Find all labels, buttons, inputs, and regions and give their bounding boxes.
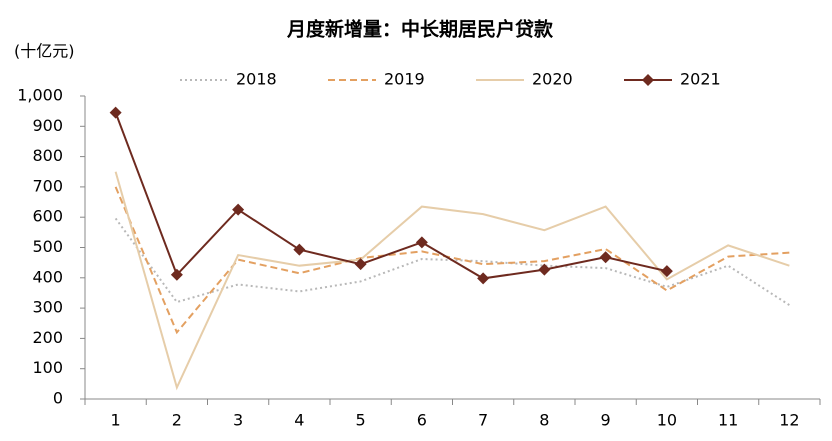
legend-label: 2021	[680, 70, 721, 89]
y-tick-label: 200	[32, 328, 63, 347]
y-tick-label: 800	[32, 146, 63, 165]
y-tick-label: 100	[32, 358, 63, 377]
y-tick-label: 700	[32, 176, 63, 195]
x-tick-label: 2	[172, 411, 182, 430]
data-point	[415, 236, 428, 249]
data-point	[232, 203, 245, 216]
legend-label: 2020	[532, 70, 573, 89]
series-line	[114, 112, 668, 280]
y-tick-label: 400	[32, 267, 63, 286]
x-tick-label: 9	[601, 411, 611, 430]
data-point	[170, 268, 183, 281]
data-point	[293, 243, 306, 256]
x-tick-label: 12	[779, 411, 799, 430]
y-axis-label: (十亿元)	[14, 42, 75, 61]
legend-marker	[642, 74, 654, 86]
y-tick-label: 900	[32, 116, 63, 135]
data-point	[538, 263, 551, 276]
legend-label: 2019	[384, 70, 425, 89]
x-tick-label: 5	[356, 411, 366, 430]
x-tick-label: 6	[417, 411, 427, 430]
data-point	[599, 251, 612, 264]
y-tick-label: 600	[32, 207, 63, 226]
x-tick-label: 1	[111, 411, 121, 430]
y-tick-label: 1,000	[17, 86, 63, 105]
x-tick-label: 7	[478, 411, 488, 430]
x-tick-label: 10	[657, 411, 677, 430]
data-point	[477, 272, 490, 285]
x-tick-label: 3	[233, 411, 243, 430]
y-tick-label: 500	[32, 237, 63, 256]
data-point	[660, 265, 673, 278]
x-tick-label: 11	[718, 411, 738, 430]
x-tick-label: 8	[539, 411, 549, 430]
x-tick-label: 4	[294, 411, 304, 430]
data-point	[109, 106, 122, 119]
legend-label: 2018	[236, 70, 277, 89]
y-tick-label: 0	[53, 389, 63, 408]
y-tick-label: 300	[32, 298, 63, 317]
chart-title: 月度新增量：中长期居民户贷款	[286, 18, 554, 41]
data-point	[354, 258, 367, 271]
series-line	[114, 186, 790, 335]
series-line	[114, 171, 790, 391]
